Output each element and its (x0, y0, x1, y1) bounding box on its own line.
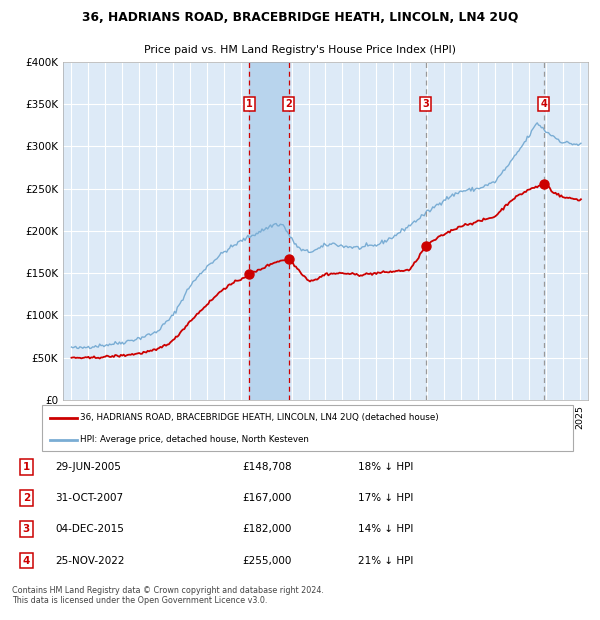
Text: 17% ↓ HPI: 17% ↓ HPI (358, 493, 413, 503)
Text: 18% ↓ HPI: 18% ↓ HPI (358, 462, 413, 472)
Text: 21% ↓ HPI: 21% ↓ HPI (358, 556, 413, 565)
Text: 04-DEC-2015: 04-DEC-2015 (55, 525, 124, 534)
Text: Contains HM Land Registry data © Crown copyright and database right 2024.
This d: Contains HM Land Registry data © Crown c… (12, 586, 324, 605)
Text: 2: 2 (286, 99, 292, 109)
Text: 14% ↓ HPI: 14% ↓ HPI (358, 525, 413, 534)
Text: 31-OCT-2007: 31-OCT-2007 (55, 493, 124, 503)
FancyBboxPatch shape (42, 405, 573, 451)
Text: £182,000: £182,000 (242, 525, 292, 534)
Text: 25-NOV-2022: 25-NOV-2022 (55, 556, 125, 565)
Text: £255,000: £255,000 (242, 556, 292, 565)
Text: £167,000: £167,000 (242, 493, 292, 503)
Text: 4: 4 (23, 556, 30, 565)
Text: 1: 1 (23, 462, 30, 472)
Text: 1: 1 (246, 99, 253, 109)
Text: 3: 3 (23, 525, 30, 534)
Text: 36, HADRIANS ROAD, BRACEBRIDGE HEATH, LINCOLN, LN4 2UQ (detached house): 36, HADRIANS ROAD, BRACEBRIDGE HEATH, LI… (80, 414, 439, 422)
Text: £148,708: £148,708 (242, 462, 292, 472)
Text: HPI: Average price, detached house, North Kesteven: HPI: Average price, detached house, Nort… (80, 435, 309, 445)
Text: Price paid vs. HM Land Registry's House Price Index (HPI): Price paid vs. HM Land Registry's House … (144, 45, 456, 55)
Bar (249, 62, 289, 400)
Text: 4: 4 (541, 99, 547, 109)
Text: 29-JUN-2005: 29-JUN-2005 (55, 462, 121, 472)
Text: 2: 2 (23, 493, 30, 503)
Text: 36, HADRIANS ROAD, BRACEBRIDGE HEATH, LINCOLN, LN4 2UQ: 36, HADRIANS ROAD, BRACEBRIDGE HEATH, LI… (82, 12, 518, 24)
Text: 3: 3 (422, 99, 429, 109)
